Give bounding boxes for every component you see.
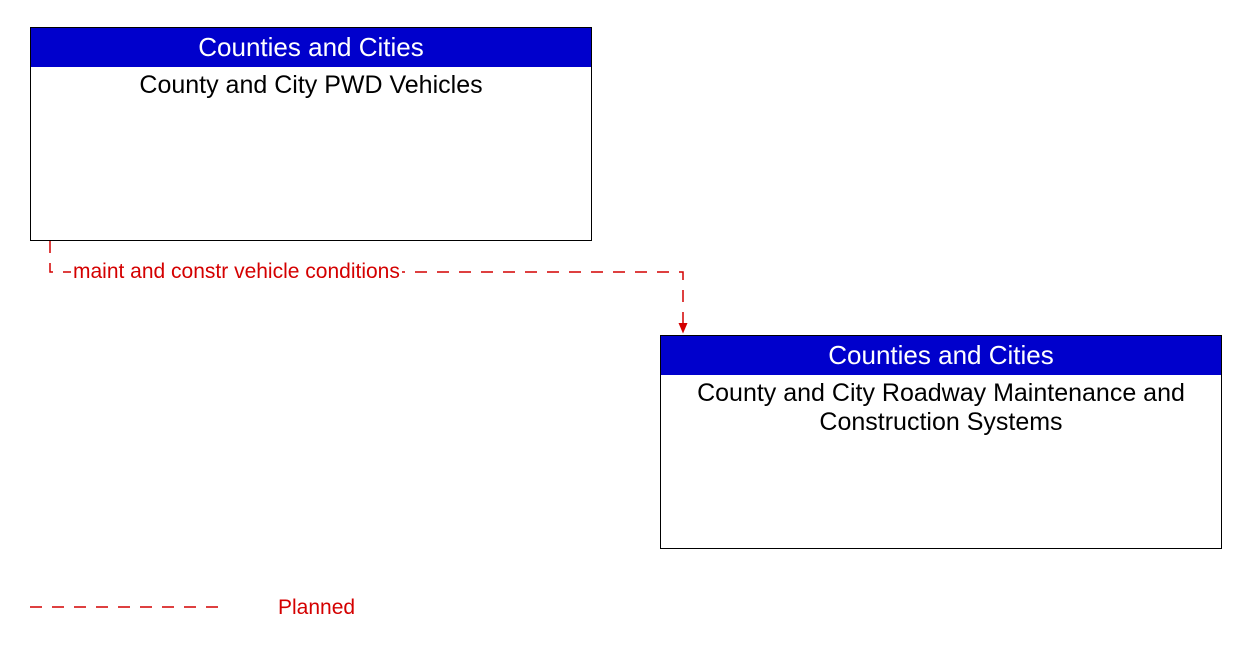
edge-label-vehicle-conditions: maint and constr vehicle conditions [71,260,402,284]
node-header: Counties and Cities [31,28,591,67]
node-body: County and City Roadway Maintenance and … [661,375,1221,437]
legend-label-planned: Planned [278,596,355,620]
node-pwd-vehicles: Counties and Cities County and City PWD … [30,27,592,241]
edge-edge-vehicle-conditions [50,241,683,332]
node-roadway-maint: Counties and Cities County and City Road… [660,335,1222,549]
node-body: County and City PWD Vehicles [31,67,591,100]
node-header: Counties and Cities [661,336,1221,375]
